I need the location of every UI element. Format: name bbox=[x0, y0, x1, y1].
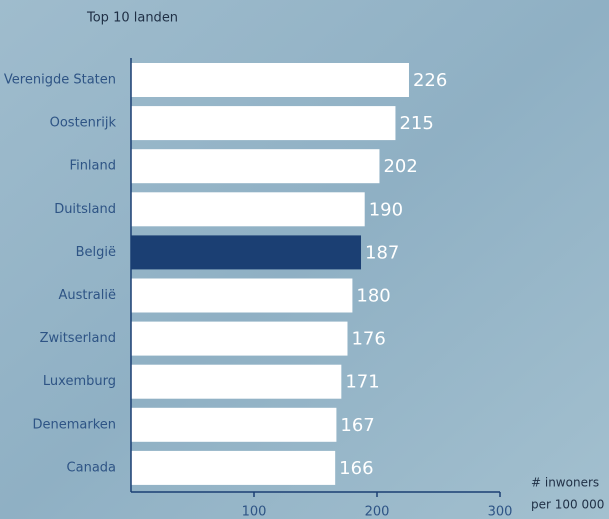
value-label: 166 bbox=[339, 458, 373, 479]
bar bbox=[131, 407, 337, 442]
value-label: 190 bbox=[369, 199, 403, 220]
y-tick-label: Duitsland bbox=[54, 202, 116, 217]
x-axis-label: # inwoners bbox=[531, 476, 599, 490]
bar bbox=[131, 450, 336, 485]
value-label: 180 bbox=[356, 286, 390, 307]
y-tick-label: Denemarken bbox=[32, 417, 116, 432]
value-label: 176 bbox=[351, 329, 385, 350]
bar bbox=[131, 321, 348, 356]
x-axis-label: per 100 000 bbox=[531, 498, 604, 512]
value-label: 202 bbox=[383, 156, 417, 177]
bar bbox=[131, 192, 365, 227]
y-tick-label: Finland bbox=[70, 159, 116, 174]
bar bbox=[131, 63, 409, 97]
y-tick-label: Zwitserland bbox=[40, 331, 116, 346]
value-label: 171 bbox=[345, 372, 379, 393]
x-tick-label: 100 bbox=[242, 505, 267, 519]
x-tick-label: 200 bbox=[365, 505, 390, 519]
value-label: 226 bbox=[413, 70, 447, 91]
y-tick-label: België bbox=[76, 245, 116, 260]
y-tick-label: Verenigde Staten bbox=[4, 73, 116, 88]
value-label: 215 bbox=[399, 113, 433, 134]
y-tick-label: Luxemburg bbox=[43, 374, 116, 389]
y-tick-label: Australië bbox=[58, 288, 116, 303]
bar bbox=[131, 235, 362, 270]
x-tick-label: 300 bbox=[488, 505, 513, 519]
bar bbox=[131, 278, 353, 313]
y-tick-label: Oostenrijk bbox=[50, 116, 117, 131]
bar bbox=[131, 364, 342, 399]
y-tick-label: Canada bbox=[67, 460, 116, 475]
value-label: 167 bbox=[340, 415, 374, 436]
value-label: 187 bbox=[365, 242, 399, 263]
bar bbox=[131, 149, 380, 184]
chart-title: Top 10 landen bbox=[86, 11, 178, 26]
bar bbox=[131, 106, 396, 141]
